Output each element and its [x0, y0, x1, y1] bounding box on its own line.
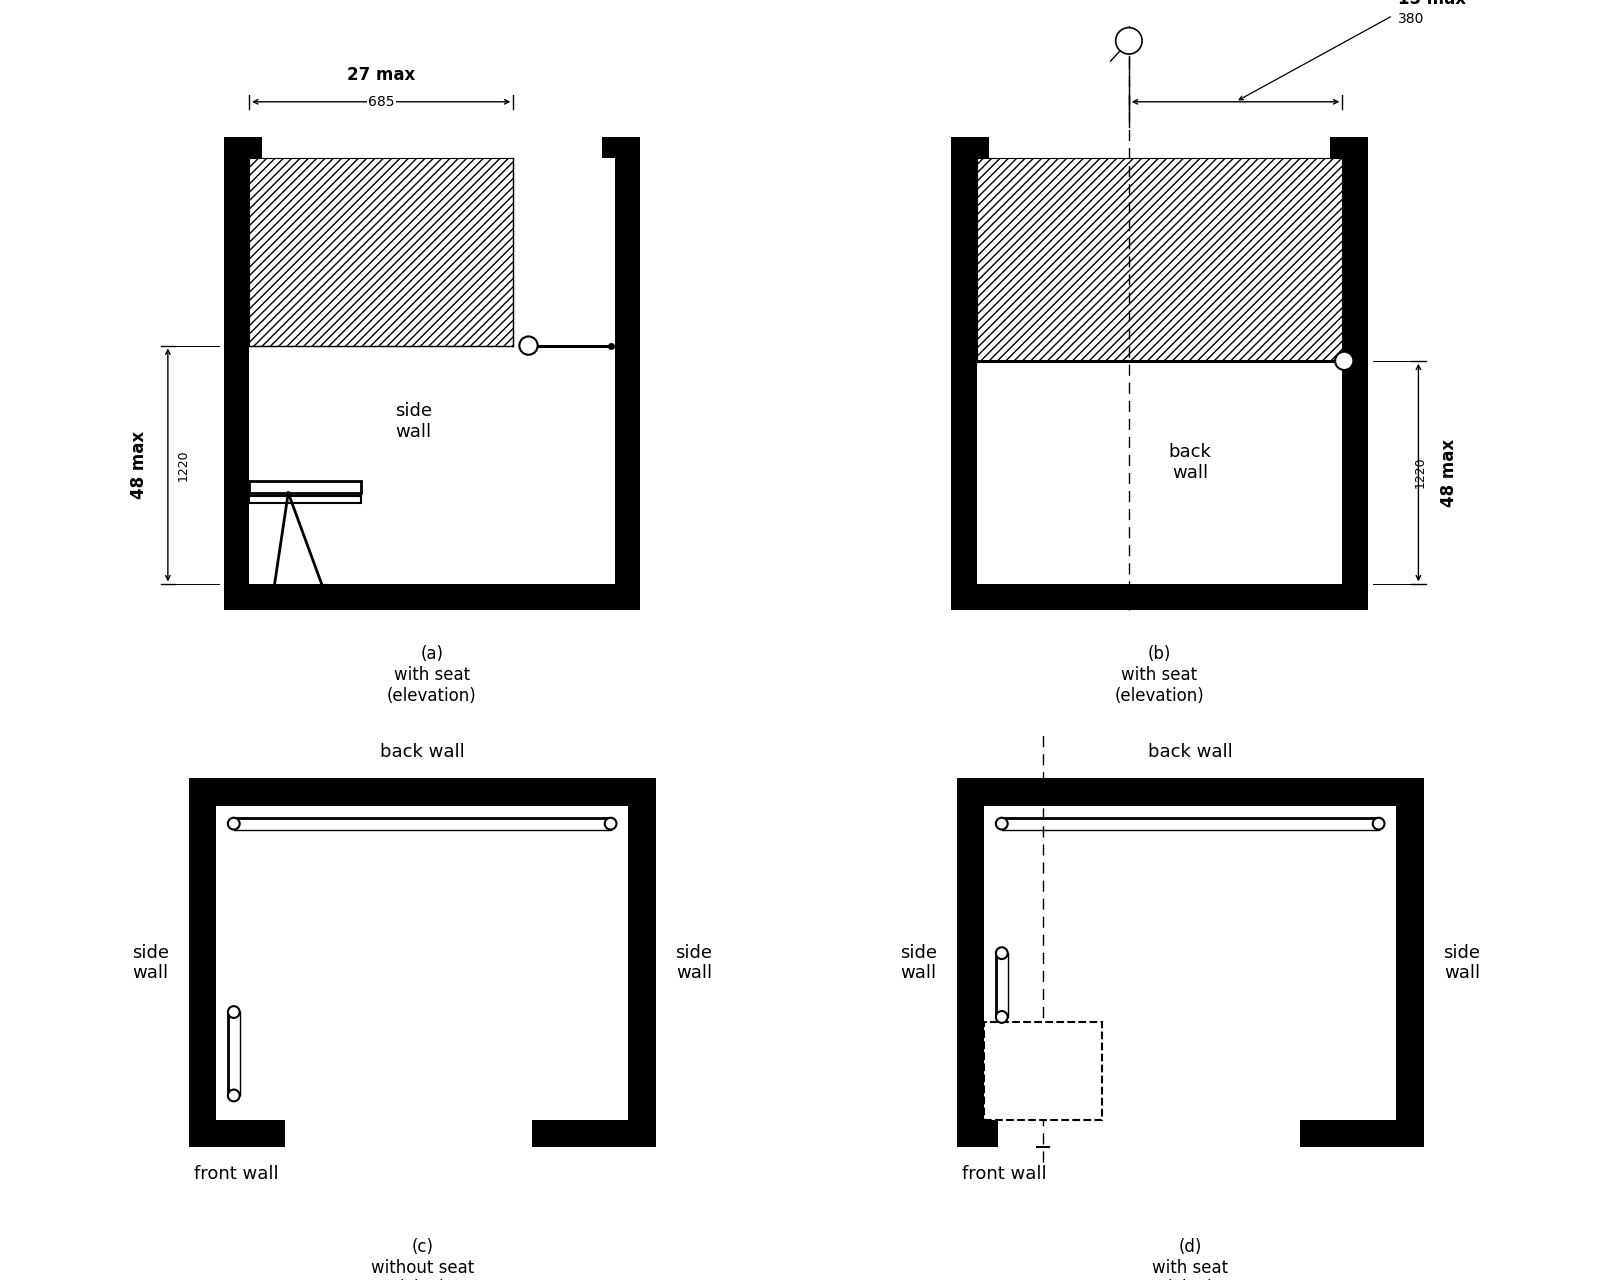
Bar: [224, 585, 640, 609]
Bar: [976, 157, 1342, 361]
Text: (a)
with seat
(elevation): (a) with seat (elevation): [387, 645, 477, 705]
Text: 1220: 1220: [176, 449, 190, 481]
Bar: [950, 137, 989, 157]
Text: 48 max: 48 max: [1440, 439, 1458, 507]
Bar: [1330, 137, 1368, 157]
Circle shape: [1373, 818, 1384, 829]
Text: side
wall: side wall: [1443, 943, 1480, 982]
Bar: [224, 142, 250, 609]
Bar: [250, 495, 362, 503]
Bar: [1397, 778, 1424, 1147]
Circle shape: [227, 1006, 240, 1018]
Bar: [984, 1021, 1102, 1120]
Bar: [629, 778, 656, 1147]
Bar: [957, 778, 1424, 806]
Text: side
wall: side wall: [675, 943, 712, 982]
Circle shape: [605, 818, 616, 829]
Text: back wall: back wall: [1147, 742, 1232, 760]
Bar: [250, 481, 362, 493]
Circle shape: [995, 947, 1008, 959]
Text: front wall: front wall: [962, 1165, 1046, 1183]
Text: 685: 685: [368, 95, 395, 109]
Bar: [950, 585, 1368, 609]
Circle shape: [1334, 352, 1354, 370]
Circle shape: [995, 818, 1008, 829]
Text: side
wall: side wall: [133, 943, 170, 982]
Bar: [957, 1120, 998, 1147]
Bar: [950, 142, 976, 609]
Bar: [533, 1120, 656, 1147]
Bar: [189, 778, 656, 806]
Text: back
wall: back wall: [1168, 443, 1211, 481]
Text: 380: 380: [1398, 12, 1424, 26]
Bar: [614, 142, 640, 609]
Text: 1220: 1220: [1414, 457, 1427, 489]
Text: side
wall: side wall: [901, 943, 938, 982]
Text: 27 max: 27 max: [347, 65, 416, 83]
Circle shape: [227, 818, 240, 829]
Circle shape: [227, 1089, 240, 1101]
Bar: [602, 137, 640, 157]
Bar: [250, 157, 514, 346]
Text: 15 max: 15 max: [1398, 0, 1466, 9]
Text: back wall: back wall: [379, 742, 464, 760]
Bar: [224, 137, 262, 157]
Text: 48 max: 48 max: [131, 431, 149, 499]
Bar: [1301, 1120, 1424, 1147]
Bar: [1342, 142, 1368, 609]
Text: (c)
without seat
(plan): (c) without seat (plan): [371, 1238, 474, 1280]
Text: (b)
with seat
(elevation): (b) with seat (elevation): [1115, 645, 1205, 705]
Circle shape: [1115, 28, 1142, 54]
Text: front wall: front wall: [194, 1165, 278, 1183]
Circle shape: [520, 337, 538, 355]
Bar: [189, 1120, 285, 1147]
Text: side
wall: side wall: [395, 402, 432, 442]
Bar: [957, 778, 984, 1147]
Text: (d)
with seat
(plan): (d) with seat (plan): [1152, 1238, 1229, 1280]
Bar: [189, 778, 216, 1147]
Circle shape: [995, 1011, 1008, 1023]
